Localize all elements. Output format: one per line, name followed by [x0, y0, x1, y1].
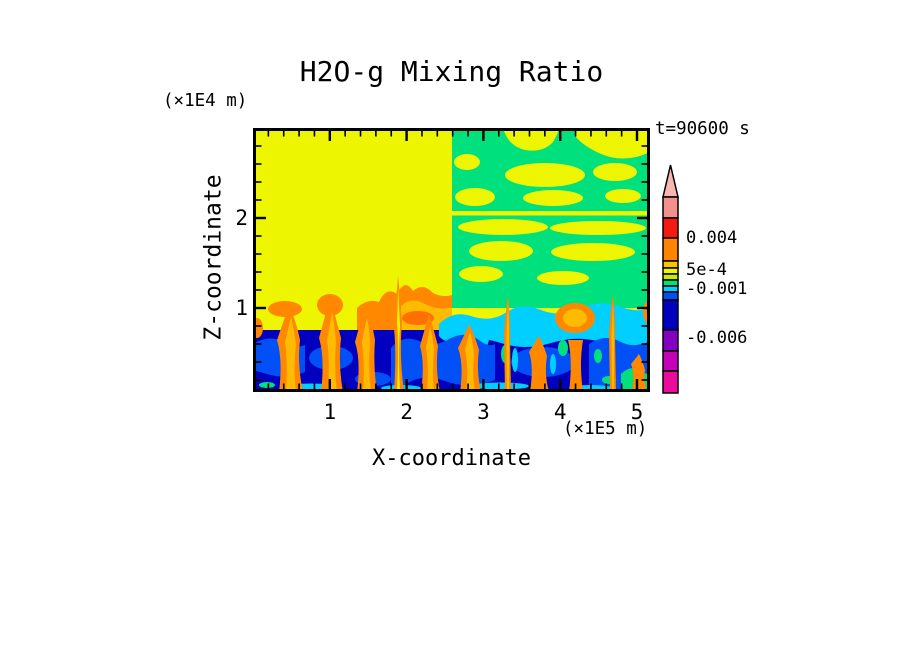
- y-axis-title: Z-coordinate: [200, 174, 227, 341]
- plot-area: [253, 128, 650, 392]
- contour-field: [253, 128, 650, 392]
- colorbar-segment: [662, 370, 679, 394]
- x-tick-label: 2: [400, 400, 413, 424]
- yellow-stripe: [452, 211, 650, 216]
- colorbar-arrow-tip: [662, 164, 679, 198]
- axis-ticks: [256, 131, 647, 389]
- x-tick-label: 3: [477, 400, 490, 424]
- colorbar-segment: [662, 260, 679, 269]
- chart-title: H2O-g Mixing Ratio: [299, 55, 604, 88]
- colorbar-segment: [662, 350, 679, 372]
- x-tick-label: 5: [630, 400, 644, 424]
- colorbar: [662, 164, 679, 394]
- colorbar-segment: [662, 285, 679, 293]
- colorbar-segment: [662, 291, 679, 301]
- y-tick-label: 2: [235, 206, 248, 230]
- colorbar-label: -0.001: [686, 279, 748, 299]
- x-tick-label: 1: [323, 400, 337, 424]
- colorbar-segment: [662, 217, 679, 239]
- time-annotation: t=90600 s: [655, 119, 750, 139]
- colorbar-segment: [662, 279, 679, 287]
- colorbar-segment: [662, 329, 679, 352]
- colorbar-segment: [662, 273, 679, 281]
- colorbar-segment: [662, 299, 679, 331]
- colorbar-segment: [662, 196, 679, 219]
- colorbar-label: -0.006: [686, 328, 748, 348]
- x-axis-title: X-coordinate: [372, 446, 531, 471]
- colorbar-label: 0.004: [686, 228, 738, 248]
- colorbar-segment: [662, 267, 679, 275]
- y-axis-units-label: (×1E4 m): [163, 91, 248, 111]
- x-axis-units-label: (×1E5 m): [563, 419, 648, 439]
- axes-frame: [253, 128, 650, 392]
- colorbar-segment: [662, 237, 679, 262]
- x-tick-label: 4: [553, 400, 567, 424]
- colorbar-label: 5e-4: [686, 260, 727, 280]
- y-tick-label: 1: [235, 296, 248, 320]
